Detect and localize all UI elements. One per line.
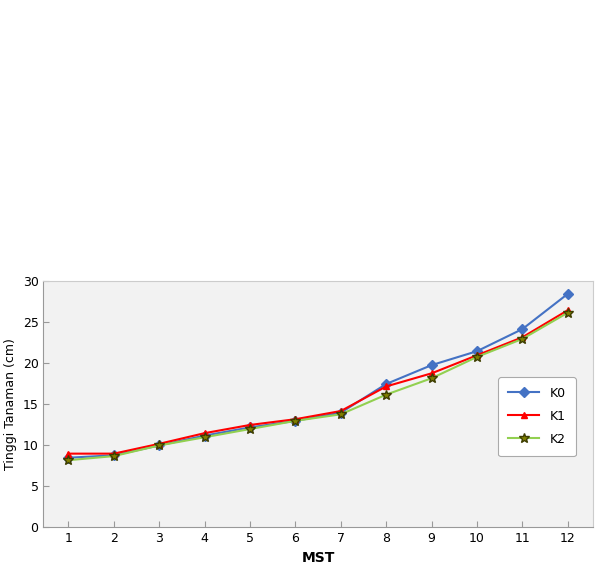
K1 xyxy=(156,440,163,447)
K1 xyxy=(564,307,571,314)
K0 xyxy=(156,442,163,449)
Line: K2: K2 xyxy=(63,308,573,465)
X-axis label: MST: MST xyxy=(301,551,335,565)
K1 xyxy=(110,450,118,457)
K1 xyxy=(428,370,435,377)
K2 xyxy=(473,353,481,360)
K0 xyxy=(65,454,72,461)
Y-axis label: Tinggi Tanaman (cm): Tinggi Tanaman (cm) xyxy=(4,339,17,471)
K0 xyxy=(564,290,571,297)
Legend: K0, K1, K2: K0, K1, K2 xyxy=(498,377,576,456)
K2 xyxy=(519,336,526,343)
K2 xyxy=(428,375,435,382)
K0 xyxy=(337,409,344,416)
K2 xyxy=(292,418,299,424)
K2 xyxy=(65,457,72,464)
K1 xyxy=(201,430,208,436)
K2 xyxy=(110,453,118,460)
K2 xyxy=(201,434,208,440)
K0 xyxy=(383,381,390,387)
K2 xyxy=(564,309,571,316)
K0 xyxy=(201,432,208,439)
K2 xyxy=(156,442,163,449)
K1 xyxy=(337,407,344,414)
K0 xyxy=(110,452,118,459)
K1 xyxy=(292,416,299,423)
K2 xyxy=(247,426,254,432)
K0 xyxy=(292,418,299,424)
K1 xyxy=(473,352,481,358)
K1 xyxy=(383,383,390,390)
K0 xyxy=(519,325,526,332)
K1 xyxy=(65,450,72,457)
K2 xyxy=(337,411,344,418)
K1 xyxy=(247,422,254,428)
K0 xyxy=(473,348,481,354)
Line: K1: K1 xyxy=(65,307,571,457)
K2 xyxy=(383,391,390,398)
K0 xyxy=(247,424,254,431)
K1 xyxy=(519,334,526,341)
K0 xyxy=(428,362,435,369)
Line: K0: K0 xyxy=(65,290,571,461)
